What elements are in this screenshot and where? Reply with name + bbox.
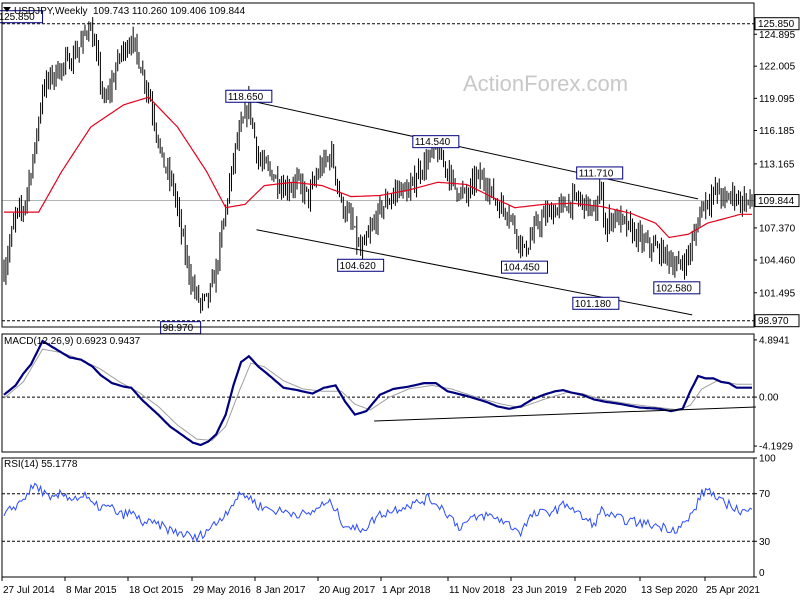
rsi-tick-label: 30	[759, 537, 771, 548]
x-tick-label: 13 Sep 2020	[641, 585, 698, 596]
last-price-box	[754, 194, 800, 208]
price-annotation-box	[337, 258, 385, 272]
price-bars	[3, 17, 753, 316]
price-annotation-box	[225, 89, 273, 103]
price-annotation-box	[501, 260, 549, 274]
price-tick-label: 116.185	[759, 126, 795, 137]
macd-trendline	[374, 406, 756, 422]
ohlc-readout: 109.743 110.260 109.406 109.844	[93, 6, 246, 17]
chart-menu-icon[interactable]	[3, 7, 11, 12]
price-panel: ActionForex.com 124.895 122.005 119.095 116…	[0, 6, 800, 335]
level-label-box	[754, 17, 800, 31]
panel-frames	[1, 2, 755, 578]
price-tick-label: 122.005	[759, 62, 796, 73]
price-annotations: 125.850 118.650 114.540 111.710 104.620 104.4…	[0, 10, 701, 335]
x-tick-label: 25 Apr 2021	[706, 585, 760, 596]
price-annotation-box	[0, 10, 44, 24]
x-tick-label: 1 Apr 2018	[382, 585, 431, 596]
macd-panel: 4.8941 0.00 -4.1929 MACD(12,26,9) 0.6923 0…	[2, 335, 793, 453]
x-tick-label: 27 Jul 2014	[3, 585, 55, 596]
trendline	[256, 229, 693, 316]
rsi-lines	[3, 482, 753, 543]
price-annotation-box	[576, 166, 624, 180]
watermark: ActionForex.com	[463, 71, 628, 96]
price-annotation-box	[653, 281, 701, 295]
macd-signal-line	[3, 348, 752, 441]
x-axis: 27 Jul 2014 8 Mar 2015 18 Oct 2015 29 May 2…	[1, 577, 760, 596]
level-label-box	[754, 314, 800, 328]
panel-frame	[1, 2, 755, 328]
price-annotation-box	[572, 296, 620, 310]
rsi-tick-label: 0	[759, 568, 765, 579]
x-tick-label: 20 Aug 2017	[319, 585, 376, 596]
rsi-panel: 100 70 30 0 RSI(14) 55.1778	[2, 454, 776, 579]
price-annotation-label: 101.180	[575, 299, 612, 310]
x-tick-label: 8 Jan 2017	[256, 585, 306, 596]
price-tick-label: 101.495	[759, 288, 796, 299]
panel-frame	[1, 457, 755, 578]
macd-tick-label: 4.8941	[759, 335, 790, 346]
rsi-tick-label: 100	[759, 454, 776, 465]
price-tick-label: 107.370	[759, 223, 796, 234]
rsi-grid: 100 70 30 0	[2, 454, 776, 579]
price-annotation-label: 104.620	[340, 261, 377, 272]
price-annotation-box	[412, 135, 460, 149]
macd-tick-label: -4.1929	[759, 442, 793, 453]
x-tick-label: 8 Mar 2015	[66, 585, 117, 596]
price-grid: 124.895 122.005 119.095 116.185 113.165 107.3…	[754, 30, 796, 299]
price-annotation-label: 118.650	[228, 92, 264, 103]
sma-line	[4, 96, 752, 239]
price-annotation-label: 111.710	[579, 168, 614, 179]
rsi-line	[3, 482, 753, 543]
x-tick-label: 18 Oct 2015	[129, 585, 184, 596]
x-tick-label: 2 Feb 2020	[576, 585, 627, 596]
price-annotation-label: 98.970	[163, 323, 194, 334]
symbol-title: USDJPY,Weekly	[14, 6, 88, 17]
macd-title: MACD(12,26,9) 0.6923 0.9437	[4, 336, 141, 347]
trendline	[248, 100, 699, 200]
x-tick-label: 11 Nov 2018	[449, 585, 505, 596]
price-annotation-label: 104.450	[504, 263, 541, 274]
price-tick-label: 104.460	[759, 256, 796, 267]
price-tick-label: 119.095	[759, 94, 795, 105]
macd-tick-label: 0.00	[759, 393, 779, 404]
price-annotation-label: 125.850	[0, 12, 35, 23]
price-levels: 125.850 98.970 109.844	[2, 17, 800, 328]
panel-frame	[1, 333, 755, 453]
price-tick-label: 113.165	[759, 159, 795, 170]
level-label: 125.850	[758, 19, 795, 30]
rsi-title: RSI(14) 55.1778	[4, 459, 78, 470]
price-annotation-label: 114.540	[415, 137, 451, 148]
price-annotation-label: 102.580	[656, 283, 693, 294]
macd-line	[3, 339, 752, 447]
level-label: 98.970	[758, 316, 789, 327]
macd-lines	[3, 339, 756, 447]
x-tick-label: 23 Jun 2019	[512, 585, 567, 596]
rsi-tick-label: 70	[759, 489, 771, 500]
price-tick-label: 124.895	[759, 30, 796, 41]
last-price-label: 109.844	[758, 196, 795, 207]
x-tick-label: 29 May 2016	[193, 585, 251, 596]
